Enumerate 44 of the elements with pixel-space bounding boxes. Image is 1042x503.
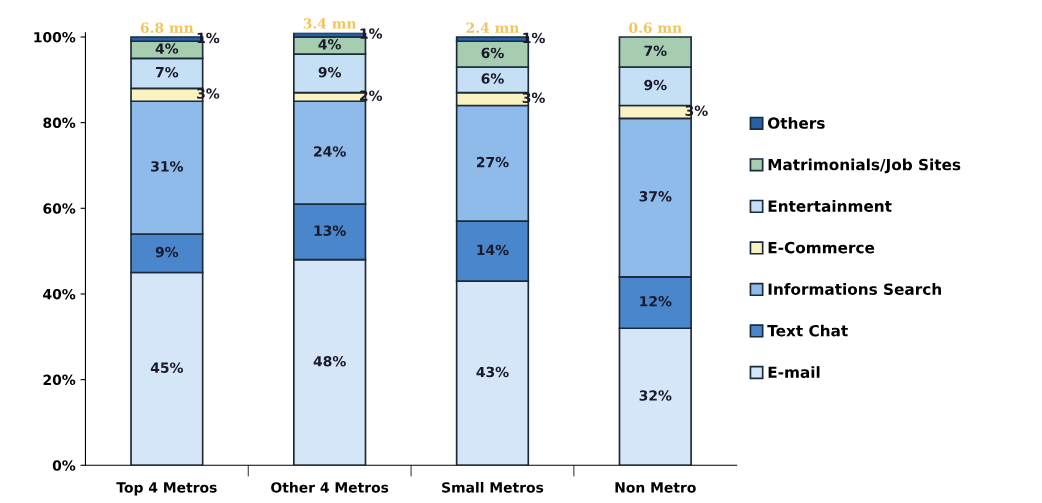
data-label: 43% — [476, 366, 509, 378]
data-label: 13% — [314, 225, 346, 236]
legend-label: E-Commerce — [768, 241, 875, 254]
legend-label: Matrimonials/Job Sites — [768, 158, 961, 174]
data-label: 9% — [155, 246, 179, 258]
annotation: 2.4 mn — [466, 22, 520, 33]
data-label: 32% — [639, 390, 672, 401]
data-label: 37% — [639, 191, 672, 202]
data-label: 31% — [151, 161, 184, 172]
data-label: 6% — [481, 47, 504, 59]
data-label: 1% — [523, 32, 545, 44]
annotation: 3.4 mn — [303, 18, 357, 29]
legend-label: Informations Search — [768, 283, 941, 295]
data-label: 48% — [313, 356, 346, 367]
annotation: 0.6 mn — [629, 22, 682, 33]
x-tick-label: Non Metro — [615, 482, 696, 493]
data-label: 1% — [360, 28, 383, 39]
annotation: 6.8 mn — [140, 22, 194, 33]
data-label: 4% — [155, 43, 179, 54]
x-tick-label: Top 4 Metros — [116, 482, 217, 496]
data-label: 14% — [477, 244, 509, 256]
data-label: 24% — [314, 146, 346, 157]
y-tick-label: 0% — [52, 460, 76, 471]
x-tick-label: Other 4 Metros — [271, 481, 389, 493]
data-label: 4% — [318, 39, 342, 50]
data-label: 1% — [197, 32, 220, 44]
x-tick-label: Small Metros — [442, 481, 544, 493]
y-tick-label: 100% — [34, 31, 76, 43]
y-tick-label: 20% — [43, 374, 76, 386]
data-label: 9% — [318, 66, 342, 78]
legend-label: Others — [768, 117, 825, 129]
y-tick-label: 40% — [43, 288, 76, 300]
legend-label: Entertainment — [768, 200, 892, 212]
data-label: 7% — [155, 66, 179, 78]
legend-label: E-mail — [768, 366, 820, 378]
data-label: 6% — [481, 73, 504, 84]
legend-label: Text Chat — [767, 324, 848, 337]
y-tick-label: 60% — [43, 203, 76, 214]
data-label: 7% — [644, 45, 667, 56]
data-label: 12% — [640, 296, 672, 307]
data-label: 45% — [150, 362, 184, 373]
data-label: 9% — [644, 79, 667, 91]
y-tick-label: 80% — [43, 117, 76, 129]
data-label: 27% — [476, 156, 509, 168]
